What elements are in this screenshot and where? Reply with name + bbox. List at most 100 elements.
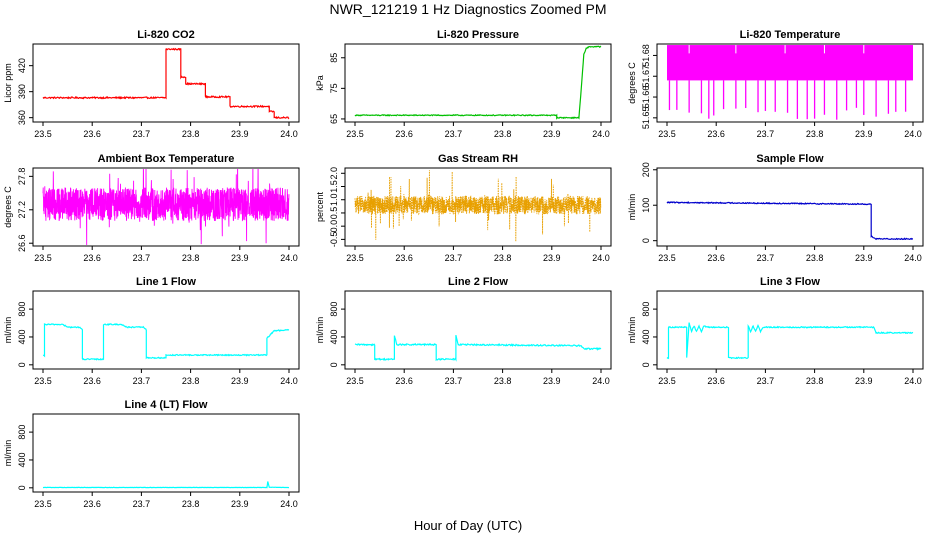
- x-tick-label: 23.7: [445, 376, 463, 386]
- x-tick-label: 23.8: [494, 253, 512, 263]
- chart-title: Gas Stream RH: [438, 153, 518, 165]
- x-tick-label: 23.7: [757, 253, 775, 263]
- x-tick-label: 23.7: [133, 499, 151, 509]
- series-line: [354, 45, 602, 120]
- y-tick-label: 0: [641, 362, 651, 367]
- x-tick-label: 23.6: [707, 376, 725, 386]
- x-tick-label: 23.5: [346, 376, 364, 386]
- y-tick-label: 1.0: [329, 193, 339, 206]
- x-tick-label: 23.5: [658, 253, 676, 263]
- x-tick-label: 23.7: [445, 253, 463, 263]
- x-tick-label: 23.8: [182, 129, 200, 139]
- plot-frame: [344, 43, 612, 123]
- x-tick-label: 23.9: [231, 499, 249, 509]
- data-layer: [42, 481, 290, 489]
- chart-title: Line 4 (LT) Flow: [125, 399, 208, 411]
- x-tick-label: 24.0: [904, 129, 922, 139]
- y-tick-label: 100: [641, 198, 651, 213]
- y-tick-label: 0: [641, 238, 651, 243]
- x-tick-label: 23.6: [707, 253, 725, 263]
- series-line: [42, 47, 290, 120]
- x-tick-label: 23.6: [83, 129, 101, 139]
- y-tick-label: 0: [17, 485, 27, 490]
- x-tick-label: 24.0: [592, 376, 610, 386]
- y-tick-label: 400: [329, 329, 339, 344]
- y-tick-label: 800: [17, 302, 27, 317]
- y-tick-label: 75: [329, 83, 339, 93]
- x-tick-label: 23.5: [34, 129, 52, 139]
- y-tick-label: 51.66: [641, 86, 651, 109]
- x-tick-label: 23.8: [494, 129, 512, 139]
- series-line: [354, 170, 602, 242]
- page-title: NWR_121219 1 Hz Diagnostics Zoomed PM: [329, 1, 607, 17]
- x-tick-label: 24.0: [592, 129, 610, 139]
- y-tick-label: 51.65: [641, 107, 651, 130]
- y-tick-label: 420: [17, 58, 27, 73]
- x-tick-label: 23.5: [658, 376, 676, 386]
- x-tick-label: 23.9: [543, 253, 561, 263]
- x-tick-label: 23.9: [231, 253, 249, 263]
- x-tick-label: 23.6: [395, 253, 413, 263]
- y-tick-label: 0: [329, 362, 339, 367]
- y-tick-label: 51.67: [641, 65, 651, 88]
- data-layer: [42, 47, 290, 120]
- chart-title: Li-820 Temperature: [740, 29, 841, 41]
- x-tick-label: 23.8: [806, 129, 824, 139]
- y-tick-label: -0.5: [329, 232, 339, 248]
- series-line: [666, 201, 913, 241]
- y-tick-label: 2.0: [329, 167, 339, 180]
- y-axis-label: ml/min: [627, 317, 637, 344]
- x-tick-label: 23.8: [182, 499, 200, 509]
- x-tick-label: 23.5: [34, 253, 52, 263]
- chart-title: Sample Flow: [756, 153, 824, 165]
- plot-frame: [344, 290, 612, 370]
- x-tick-label: 24.0: [904, 376, 922, 386]
- x-tick-label: 23.8: [806, 376, 824, 386]
- y-axis-label: ml/min: [315, 317, 325, 344]
- series-line: [666, 322, 914, 360]
- y-tick-label: 65: [329, 114, 339, 124]
- x-tick-label: 23.9: [543, 376, 561, 386]
- x-tick-label: 23.6: [83, 376, 101, 386]
- chart-title: Li-820 CO2: [137, 29, 194, 41]
- y-tick-label: 800: [641, 302, 651, 317]
- series-line: [42, 481, 290, 489]
- y-axis-label: ml/min: [627, 194, 637, 221]
- plot-frame: [656, 167, 924, 247]
- data-layer: [666, 201, 913, 241]
- x-tick-label: 23.9: [855, 376, 873, 386]
- y-tick-label: 26.6: [17, 234, 27, 252]
- x-tick-label: 23.5: [658, 129, 676, 139]
- x-tick-label: 24.0: [904, 253, 922, 263]
- y-tick-label: 400: [17, 452, 27, 467]
- plot-frame: [32, 413, 300, 493]
- x-tick-label: 23.9: [543, 129, 561, 139]
- x-tick-label: 23.5: [34, 376, 52, 386]
- x-tick-label: 23.7: [757, 129, 775, 139]
- y-tick-label: 800: [329, 302, 339, 317]
- x-tick-label: 24.0: [592, 253, 610, 263]
- chart-gas-stream-rh: Gas Stream RH percent 23.5 23.6 23.7 23.8 23.9…: [315, 153, 612, 263]
- y-tick-label: 85: [329, 53, 339, 63]
- chart-line-1-flow: Line 1 Flow ml/min 23.5 23.6 23.7 23.8 23.9 24.…: [3, 276, 300, 386]
- y-tick-label: 0.5: [329, 207, 339, 220]
- data-layer: [354, 334, 602, 362]
- y-tick-label: 0: [17, 362, 27, 367]
- chart-line-4-lt-flow: Line 4 (LT) Flow ml/min 23.5 23.6 23.7 23.8 23…: [3, 399, 300, 509]
- data-layer: [666, 322, 914, 360]
- y-axis-label: ml/min: [3, 317, 13, 344]
- chart-li-820-temperature: Li-820 Temperature degrees C 23.5 23.6 23.7 2…: [627, 29, 924, 139]
- x-tick-label: 23.6: [83, 499, 101, 509]
- chart-sample-flow: Sample Flow ml/min 23.5 23.6 23.7 23.8 23.9 24.…: [627, 153, 924, 263]
- series-line: [354, 334, 602, 362]
- x-tick-label: 24.0: [280, 376, 298, 386]
- x-tick-label: 24.0: [280, 253, 298, 263]
- chart-li-820-co2: Li-820 CO2 Licor ppm 23.5 23.6 23.7 23.8 23.9 2…: [3, 29, 300, 139]
- x-tick-label: 23.6: [395, 376, 413, 386]
- data-layer: [42, 323, 290, 361]
- y-axis-label: degrees C: [3, 186, 13, 228]
- y-tick-label: 400: [17, 329, 27, 344]
- chart-title: Line 1 Flow: [136, 276, 196, 288]
- data-layer: [42, 169, 290, 245]
- x-tick-label: 23.9: [855, 129, 873, 139]
